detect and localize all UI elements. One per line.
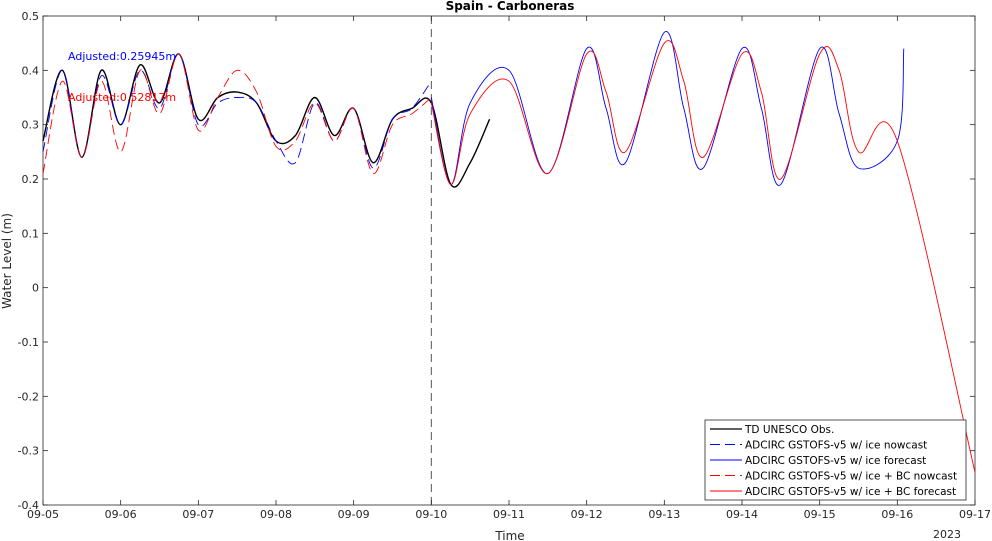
legend-box [704, 419, 967, 501]
year-label: 2023 [933, 528, 961, 541]
x-tick-label: 09-16 [881, 508, 913, 521]
y-tick-label: -0.1 [18, 336, 39, 349]
x-tick-label: 09-09 [338, 508, 370, 521]
x-tick-label: 09-11 [493, 508, 525, 521]
annotation-red-adjusted: Adjusted:0.52817m [68, 91, 176, 104]
y-tick-label: 0.4 [22, 64, 40, 77]
series-line-1 [42, 53, 491, 188]
x-tick-label: 09-13 [648, 508, 680, 521]
y-tick-label: 0.3 [22, 119, 40, 132]
series-line-5 [430, 40, 976, 473]
y-tick-label: -0.4 [18, 499, 39, 512]
series-line-2 [42, 53, 432, 169]
y-tick-label: 0.5 [22, 10, 40, 23]
y-axis-label: Water Level (m) [0, 213, 14, 309]
y-tick-label: -0.2 [18, 390, 39, 403]
x-tick-label: 09-15 [804, 508, 836, 521]
legend-label: ADCIRC GSTOFS-v5 w/ ice + BC nowcast [745, 471, 957, 483]
x-tick-label: 09-17 [959, 508, 991, 521]
x-tick-label: 09-08 [260, 508, 292, 521]
series-line-3 [430, 31, 905, 186]
series-line-4 [42, 53, 432, 175]
x-axis-label: Time [494, 529, 524, 541]
legend: TD UNESCO Obs. ADCIRC GSTOFS-v5 w/ ice no… [704, 419, 967, 501]
y-tick-label: -0.3 [18, 445, 39, 458]
y-tick-label: 0 [32, 282, 39, 295]
annotation-blue-adjusted: Adjusted:0.25945m [68, 50, 176, 63]
x-tick-label: 09-14 [726, 508, 758, 521]
y-tick-label: 0.1 [22, 227, 40, 240]
x-tick-label: 09-05 [27, 508, 59, 521]
y-tick-label: 0.2 [22, 173, 40, 186]
x-tick-label: 09-06 [105, 508, 137, 521]
chart-title: Spain - Carboneras [446, 0, 575, 13]
legend-label: ADCIRC GSTOFS-v5 w/ ice forecast [745, 455, 926, 467]
legend-label: TD UNESCO Obs. [744, 424, 834, 436]
x-tick-label: 09-10 [415, 508, 447, 521]
legend-label: ADCIRC GSTOFS-v5 w/ ice + BC forecast [745, 486, 956, 498]
x-tick-label: 09-12 [571, 508, 603, 521]
x-tick-label: 09-07 [182, 508, 214, 521]
legend-label: ADCIRC GSTOFS-v5 w/ ice nowcast [745, 440, 927, 452]
